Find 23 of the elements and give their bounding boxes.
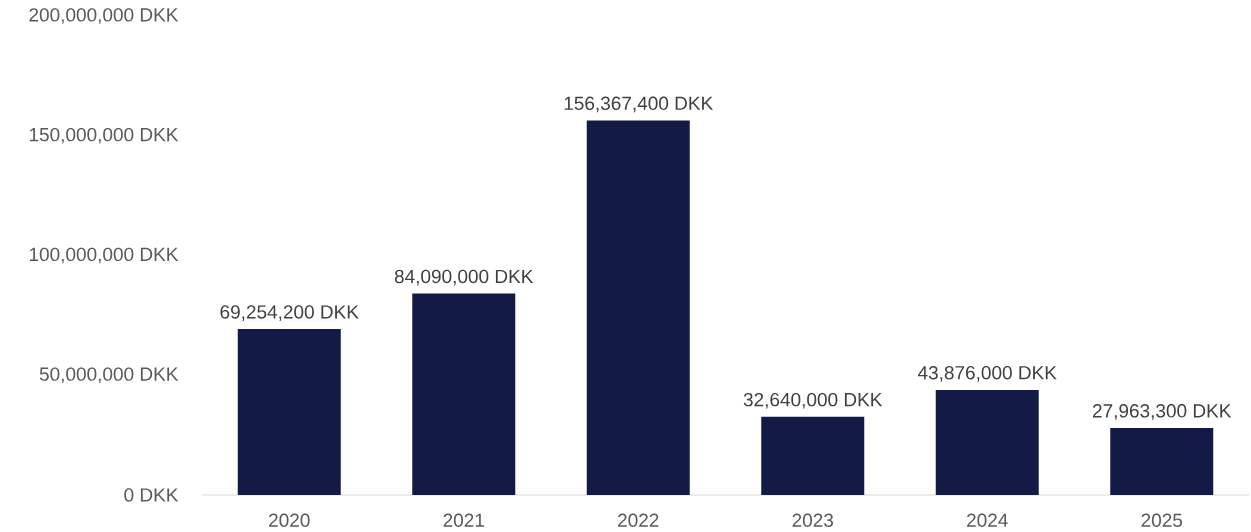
y-tick-label: 50,000,000 DKK [39, 367, 179, 384]
x-tick-label: 2020 [269, 513, 310, 527]
x-tick-label: 2025 [1141, 513, 1183, 527]
y-tick-label: 100,000,000 DKK [29, 247, 179, 264]
x-tick-label: 2023 [792, 513, 834, 527]
bar [586, 120, 690, 495]
bar [761, 416, 865, 495]
data-label: 43,876,000 DKK [917, 366, 1057, 382]
data-label: 27,963,300 DKK [1092, 404, 1232, 420]
y-tick-label: 0 DKK [124, 488, 179, 502]
bar [935, 389, 1039, 495]
data-label: 84,090,000 DKK [394, 269, 534, 286]
data-label: 32,640,000 DKK [743, 392, 883, 409]
x-tick-label: 2024 [967, 513, 1008, 527]
bar [237, 329, 341, 495]
x-tick-label: 2021 [443, 513, 484, 527]
data-label: 156,367,400 DKK [564, 96, 713, 113]
y-tick-label: 150,000,000 DKK [29, 127, 179, 144]
data-label: 69,254,200 DKK [220, 305, 359, 321]
x-tick-label: 2022 [618, 513, 659, 527]
y-tick-label: 200,000,000 DKK [29, 8, 179, 24]
bar [1110, 428, 1214, 495]
bar [412, 293, 516, 495]
